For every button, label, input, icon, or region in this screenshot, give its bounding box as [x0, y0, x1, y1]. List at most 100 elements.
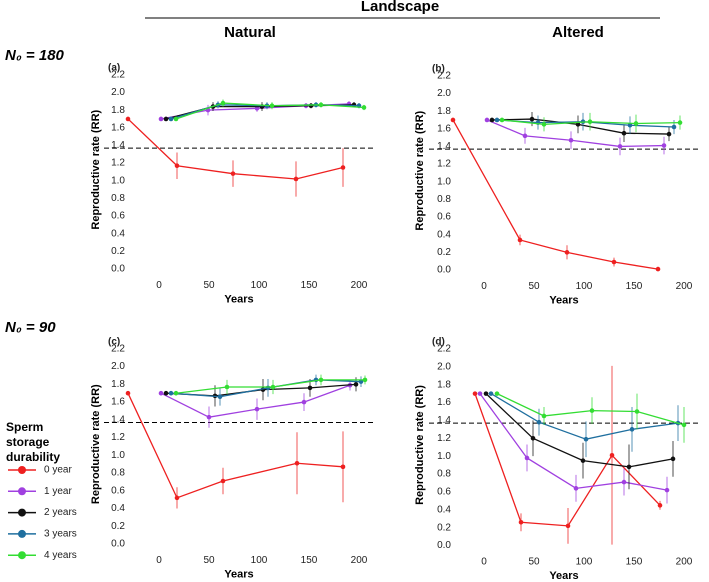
x-axis-label: Years — [549, 570, 578, 582]
y-tick-label: 1.4 — [111, 414, 125, 425]
point — [573, 486, 579, 491]
y-tick-label: 0.0 — [437, 540, 451, 551]
point — [522, 133, 528, 139]
point — [301, 399, 307, 405]
point — [587, 119, 593, 125]
point — [518, 519, 524, 525]
y-tick-label: 1.2 — [437, 159, 451, 170]
x-tick-label: 0 — [156, 280, 162, 291]
x-tick-label: 150 — [626, 281, 643, 292]
point — [265, 385, 271, 391]
point — [168, 116, 174, 122]
point — [611, 259, 617, 265]
point — [254, 406, 260, 412]
point — [220, 478, 226, 484]
panel-label: (c) — [108, 337, 120, 348]
y-tick-label: 0.4 — [111, 228, 125, 239]
y-tick-label: 1.8 — [437, 106, 451, 117]
y-tick-label: 0.0 — [111, 264, 125, 275]
point — [609, 452, 615, 458]
y-axis-label: Reproductive rate (RR) — [90, 109, 102, 229]
point — [617, 144, 623, 149]
y-axis-label: Reproductive rate (RR) — [414, 110, 426, 230]
y-tick-label: 2.2 — [111, 344, 125, 355]
point — [529, 116, 535, 122]
point — [477, 391, 483, 396]
legend-label: 1 year — [44, 486, 72, 497]
row-title: N₀ = 90 — [5, 319, 56, 336]
point — [220, 100, 226, 106]
point — [499, 117, 505, 123]
y-tick-label: 0.8 — [437, 469, 451, 480]
point — [472, 391, 478, 396]
y-tick-label: 1.0 — [437, 176, 451, 187]
series-line — [485, 393, 674, 468]
point — [353, 382, 359, 387]
point — [340, 464, 346, 470]
row-title: N₀ = 180 — [5, 47, 65, 64]
y-tick-label: 0.0 — [437, 265, 451, 276]
x-tick-label: 200 — [676, 281, 693, 292]
y-tick-label: 2.2 — [437, 344, 451, 355]
legend-marker — [18, 551, 26, 560]
legend-marker — [18, 487, 26, 496]
y-tick-label: 1.8 — [111, 379, 125, 390]
x-axis-label: Years — [224, 568, 253, 580]
point — [657, 503, 663, 508]
point — [634, 409, 640, 414]
y-tick-label: 0.4 — [437, 504, 451, 515]
x-tick-label: 150 — [626, 557, 643, 568]
y-tick-label: 1.2 — [111, 158, 125, 169]
point — [627, 122, 633, 128]
y-tick-label: 0.6 — [111, 485, 125, 496]
point — [293, 176, 299, 182]
point — [664, 487, 670, 493]
column-title: Natural — [224, 24, 276, 41]
panel-label: (d) — [432, 337, 445, 348]
y-tick-label: 0.2 — [437, 247, 451, 258]
x-tick-label: 200 — [351, 555, 368, 566]
point — [163, 390, 169, 396]
point — [655, 266, 661, 272]
point — [580, 458, 586, 463]
x-tick-label: 200 — [351, 280, 368, 291]
y-tick-label: 1.2 — [111, 432, 125, 443]
series-line — [490, 393, 679, 440]
y-tick-label: 2.0 — [111, 87, 125, 98]
y-tick-label: 2.2 — [111, 69, 125, 80]
point — [174, 163, 180, 169]
y-tick-label: 1.0 — [111, 450, 125, 461]
point — [174, 495, 180, 501]
column-title: Altered — [552, 24, 604, 41]
point — [488, 391, 494, 396]
point — [163, 116, 169, 122]
point — [517, 237, 523, 243]
y-tick-label: 2.0 — [437, 88, 451, 99]
point — [158, 116, 164, 122]
y-tick-label: 1.4 — [111, 140, 125, 151]
y-tick-label: 0.4 — [437, 229, 451, 240]
y-tick-label: 1.2 — [437, 433, 451, 444]
y-tick-label: 1.0 — [111, 175, 125, 186]
y-tick-label: 1.8 — [437, 379, 451, 390]
point — [489, 117, 495, 123]
y-tick-label: 0.2 — [437, 522, 451, 533]
point — [340, 165, 346, 170]
y-tick-label: 0.8 — [437, 194, 451, 205]
point — [541, 122, 547, 127]
series-line — [175, 379, 365, 394]
point — [583, 436, 589, 442]
x-tick-label: 100 — [576, 281, 593, 292]
point — [494, 117, 500, 123]
y-tick-label: 1.8 — [111, 105, 125, 116]
point — [307, 385, 313, 391]
point — [125, 116, 131, 122]
y-tick-label: 1.6 — [437, 397, 451, 408]
point — [565, 523, 571, 529]
legend-label: 3 years — [44, 529, 77, 540]
point — [484, 117, 490, 123]
point — [666, 131, 672, 137]
point — [575, 122, 581, 127]
point — [670, 456, 676, 462]
